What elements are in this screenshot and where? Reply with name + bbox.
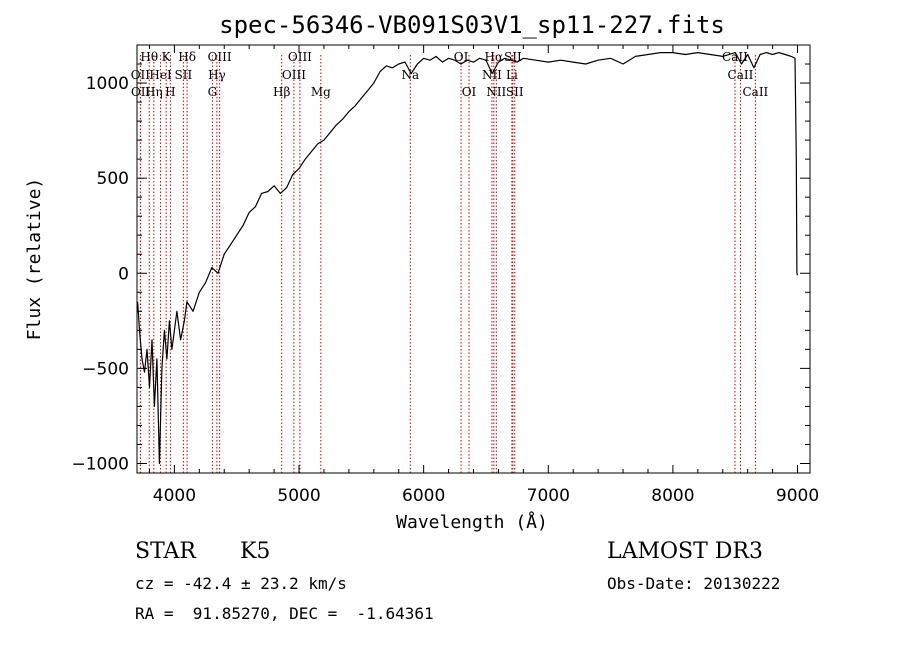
line-marker-label: Hδ xyxy=(178,50,196,64)
survey-name: LAMOST DR3 xyxy=(607,539,763,564)
x-tick-label: 6000 xyxy=(402,486,445,506)
obs-date: Obs-Date: 20130222 xyxy=(607,574,781,593)
line-marker-label: OIII xyxy=(208,50,232,64)
line-marker-label: HeI xyxy=(149,68,172,82)
chart-title: spec-56346-VB091S03V1_sp11-227.fits xyxy=(219,11,725,39)
line-marker-label: SII xyxy=(506,85,524,99)
line-marker-label: Li xyxy=(506,68,518,82)
y-tick-label: 0 xyxy=(118,264,129,284)
line-marker-label: OII xyxy=(131,85,151,99)
line-marker-label: CaII xyxy=(742,85,768,99)
y-tick-label: 1000 xyxy=(86,74,129,94)
x-tick-label: 8000 xyxy=(651,486,694,506)
y-tick-label: −500 xyxy=(82,359,129,379)
line-marker-label: NII xyxy=(482,68,502,82)
line-marker-label: SII xyxy=(175,68,193,82)
line-marker-label: Na xyxy=(401,68,419,82)
object-subclass: K5 xyxy=(240,539,271,564)
line-marker-label: CaII xyxy=(728,68,754,82)
y-tick-label: 500 xyxy=(97,169,129,189)
x-axis-label: Wavelength (Å) xyxy=(396,511,548,533)
x-tick-label: 7000 xyxy=(527,486,570,506)
line-marker-label: Hθ xyxy=(140,50,158,64)
redshift-readout: cz = -42.4 ± 23.2 km/s xyxy=(135,574,347,593)
line-marker-label: OIII xyxy=(282,68,306,82)
line-marker-label: OII xyxy=(131,68,151,82)
line-marker-label: CaII xyxy=(722,50,748,64)
axes: 4000 5000 6000 7000 8000 9000 −1000 −500 0 500 100… xyxy=(71,45,819,506)
object-class: STAR xyxy=(135,539,196,564)
line-marker-label: NII xyxy=(486,85,506,99)
coordinates: RA = 91.85270, DEC = -1.64361 xyxy=(135,604,434,623)
plot-frame xyxy=(136,44,811,474)
line-marker-label: K xyxy=(162,50,172,64)
x-tick-label: 9000 xyxy=(776,486,819,506)
line-marker-label: Hα xyxy=(485,50,504,64)
line-marker-label: Hβ xyxy=(273,85,290,99)
line-marker-label: OIII xyxy=(288,50,312,64)
series-line-0 xyxy=(137,52,799,465)
line-marker-label: Hγ xyxy=(208,68,226,82)
x-tick-label: 4000 xyxy=(153,486,196,506)
line-marker-label: G xyxy=(208,85,218,99)
line-marker-label: Mg xyxy=(311,85,331,99)
y-tick-label: −1000 xyxy=(71,454,129,474)
line-marker-label: H xyxy=(165,85,175,99)
y-axis-label: Flux (relative) xyxy=(24,178,45,341)
line-marker-label: OI xyxy=(454,50,469,64)
x-tick-label: 5000 xyxy=(277,486,320,506)
line-marker-label: OI xyxy=(462,85,477,99)
series-group xyxy=(137,52,799,465)
line-marker-label: Hη xyxy=(145,85,163,99)
line-marker-label: SII xyxy=(504,50,522,64)
